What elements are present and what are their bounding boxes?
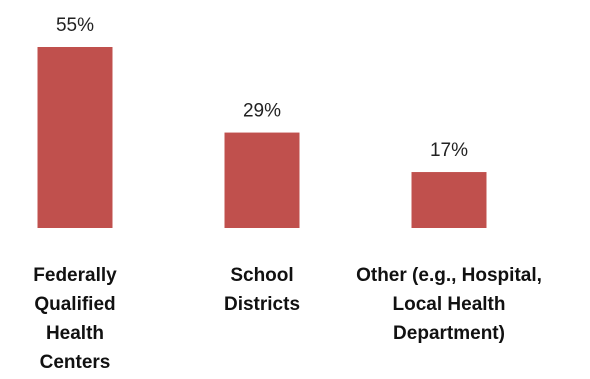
category-label-2: School Districts [224, 265, 300, 315]
value-label-2: 29% [243, 101, 281, 122]
value-label-3: 17% [430, 140, 468, 161]
category-label-3: Other (e.g., Hospital, Local Health Depart… [356, 265, 542, 344]
bar-2 [224, 132, 300, 228]
bar-1 [37, 47, 113, 228]
category-label-1: Federally Qualified Health Centers [33, 265, 117, 373]
bar-3 [411, 172, 487, 228]
value-label-1: 55% [56, 15, 94, 36]
